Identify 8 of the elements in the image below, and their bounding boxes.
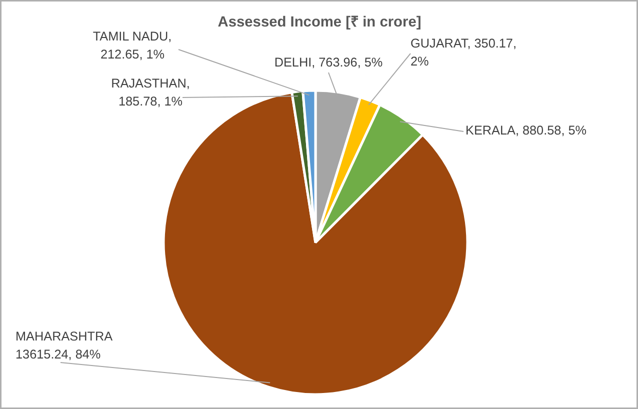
slice-label: GUJARAT, 350.17, 2% bbox=[410, 36, 516, 69]
slice-label: KERALA, 880.58, 5% bbox=[466, 124, 587, 138]
slice-label: TAMIL NADU, 212.65, 1% bbox=[92, 29, 172, 62]
slice-label: DELHI, 763.96, 5% bbox=[274, 56, 383, 70]
data-label: 13615.24, 84% bbox=[16, 348, 101, 362]
chart-title: Assessed Income [₹ in crore] bbox=[218, 14, 422, 30]
slice-label: MAHARASHTRA bbox=[16, 329, 114, 344]
slice-label: RAJASTHAN, 185.78, 1% bbox=[111, 76, 190, 109]
